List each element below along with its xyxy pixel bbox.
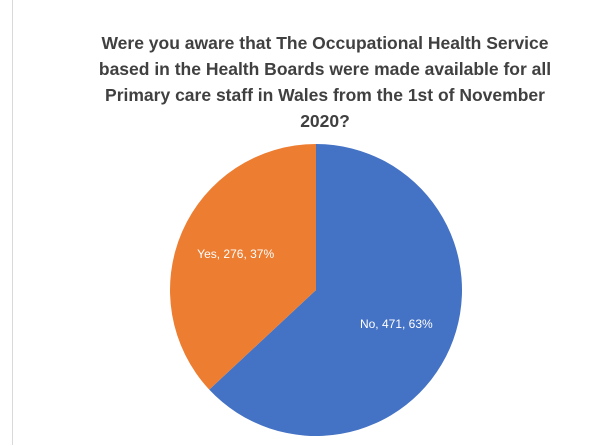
pie-slice	[170, 144, 316, 390]
data-label: Yes, 276, 37%	[197, 247, 274, 261]
chart-title: Were you aware that The Occupational Hea…	[98, 33, 552, 131]
chart-frame	[12, 0, 598, 445]
data-label: No, 471, 63%	[360, 317, 433, 331]
pie-slice	[209, 144, 462, 436]
